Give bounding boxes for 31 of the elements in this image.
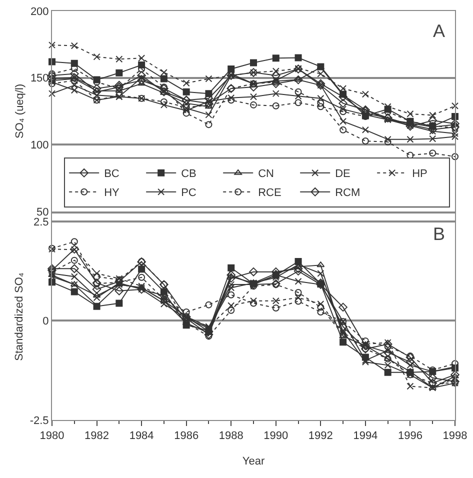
- x-tick-label: 1984: [129, 430, 154, 442]
- y-tick-label: 50: [36, 206, 49, 218]
- y-tick-label: 2.5: [34, 216, 49, 228]
- x-tick-label: 1994: [353, 430, 378, 442]
- x-tick-label: 1990: [264, 430, 288, 442]
- annotation: A: [433, 21, 446, 41]
- y-tick-label: 0: [42, 316, 49, 328]
- legend-label: CB: [181, 168, 196, 180]
- legend-label: RCM: [335, 187, 360, 200]
- x-tick-label: 1982: [84, 430, 110, 442]
- x-tick-label: 1980: [40, 430, 64, 442]
- legend-label: CN: [258, 168, 274, 180]
- y-tick-label: 150: [30, 72, 49, 85]
- y-tick-label: -2.5: [30, 414, 49, 427]
- legend-label: RCE: [258, 187, 282, 200]
- legend-label: PC: [181, 187, 196, 200]
- y-tick-label: 200: [30, 6, 49, 18]
- legend-label: HP: [412, 168, 428, 180]
- y-axis-title: Standardized SO₄: [13, 272, 26, 361]
- x-tick-label: 1988: [218, 430, 244, 442]
- x-tick-label: 1986: [174, 430, 199, 442]
- y-tick-label: 100: [30, 139, 49, 152]
- legend-label: DE: [335, 168, 350, 180]
- x-tick-label: 1992: [308, 430, 333, 442]
- y-axis-title: SO₄ (ueq/l): [14, 84, 26, 139]
- annotation: B: [433, 224, 446, 244]
- x-axis-title: Year: [242, 455, 265, 468]
- x-tick-label: 1998: [442, 430, 468, 442]
- legend-label: HY: [104, 187, 120, 200]
- legend-label: BC: [104, 168, 120, 180]
- x-tick-label: 1996: [398, 430, 422, 442]
